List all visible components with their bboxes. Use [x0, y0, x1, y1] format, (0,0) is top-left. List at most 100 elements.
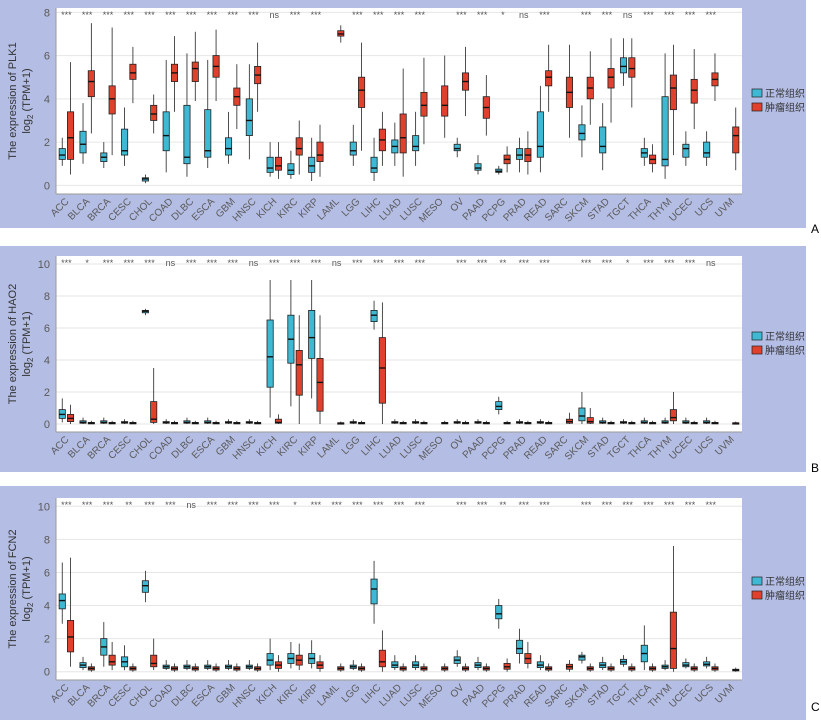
box-normal: [183, 660, 191, 671]
box-tumor: [191, 420, 199, 425]
box-normal: [183, 417, 191, 424]
box-body: [266, 156, 274, 173]
box-tumor: [358, 42, 366, 151]
box-body: [129, 63, 137, 80]
y-axis-unit: (TPM+1): [21, 556, 33, 602]
box-tumor: [274, 414, 282, 424]
box-tumor: [441, 663, 449, 672]
significance-label: *: [293, 500, 297, 510]
y-axis-log-base: 2: [26, 602, 35, 607]
box-normal: [474, 419, 482, 424]
box-tumor: [399, 663, 407, 672]
box-body: [578, 124, 586, 141]
box-normal: [370, 137, 378, 182]
box-body: [578, 654, 586, 661]
y-axis-subtitle: log2 (TPM+1): [21, 556, 35, 621]
box-body: [274, 418, 282, 424]
box-tumor: [233, 420, 241, 425]
box-body: [150, 401, 158, 423]
significance-label: *: [85, 258, 89, 268]
panel-c: 0 2 4 6 8 10 The expression of FCN2 log2 (TPM+1…: [0, 486, 820, 720]
box-body: [58, 148, 66, 160]
box-tumor: [607, 420, 615, 425]
box-normal: [536, 655, 544, 671]
significance-label: ***: [290, 258, 301, 268]
box-body: [536, 111, 544, 158]
y-axis-unit: (TPM+1): [21, 68, 33, 114]
box-normal: [245, 419, 253, 424]
box-body: [516, 148, 524, 160]
box-normal: [370, 560, 378, 624]
y-axis-log: log: [21, 607, 33, 622]
box-body: [266, 319, 274, 388]
box-normal: [225, 111, 233, 164]
box-body: [308, 310, 316, 359]
significance-label: ***: [103, 258, 114, 268]
box-tumor: [274, 655, 282, 672]
y-tick-label: 0: [44, 180, 50, 192]
significance-label: ***: [227, 10, 238, 20]
box-body: [266, 653, 274, 666]
box-body: [204, 109, 212, 158]
box-tumor: [274, 142, 282, 179]
box-normal: [349, 124, 357, 166]
box-body: [703, 141, 711, 158]
significance-label: *: [626, 258, 630, 268]
significance-label: ***: [82, 10, 93, 20]
significance-label: ***: [165, 10, 176, 20]
box-tumor: [607, 663, 615, 672]
y-tick-label: 6: [44, 567, 50, 579]
box-body: [586, 417, 594, 424]
y-tick-label: 0: [44, 419, 50, 431]
significance-label: ***: [415, 10, 426, 20]
significance-label: ***: [518, 500, 529, 510]
box-tumor: [316, 315, 324, 424]
significance-label: ***: [581, 500, 592, 510]
box-tumor: [337, 25, 345, 43]
y-tick-label: 2: [44, 634, 50, 646]
box-normal: [682, 658, 690, 669]
box-body: [295, 137, 303, 156]
box-tumor: [212, 663, 220, 672]
box-normal: [516, 419, 524, 424]
y-tick-label: 10: [38, 259, 50, 271]
box-tumor: [67, 404, 75, 424]
box-normal: [245, 64, 253, 160]
significance-label: ***: [144, 10, 155, 20]
box-tumor: [711, 53, 719, 101]
box-normal: [661, 53, 669, 179]
box-tumor: [732, 421, 740, 425]
box-tumor: [399, 420, 407, 425]
box-normal: [204, 660, 212, 671]
box-body: [183, 104, 191, 165]
significance-label: ***: [415, 500, 426, 510]
box-body: [141, 580, 149, 593]
y-axis-title: The expression of HAO2: [7, 284, 19, 404]
box-normal: [349, 660, 357, 671]
panel-letter-c: C: [811, 700, 820, 714]
significance-label: ns: [706, 258, 716, 268]
box-normal: [266, 638, 274, 671]
box-body: [412, 135, 420, 152]
y-tick-label: 2: [44, 387, 50, 399]
box-normal: [619, 655, 628, 667]
box-normal: [100, 417, 108, 424]
significance-label: ***: [602, 258, 613, 268]
legend-label-normal: 正常组织: [765, 330, 805, 343]
significance-label: ***: [373, 258, 384, 268]
box-normal: [287, 280, 295, 407]
box-body: [495, 605, 503, 620]
box-tumor: [254, 663, 262, 672]
y-axis-title: The expression of FCN2: [7, 529, 19, 648]
box-tumor: [108, 641, 116, 671]
box-tumor: [378, 630, 386, 672]
significance-label: ***: [477, 258, 488, 268]
box-body: [669, 74, 677, 111]
box-tumor: [441, 55, 449, 138]
box-body: [378, 337, 386, 404]
box-body: [661, 96, 669, 167]
y-axis-title: The expression of PLK1: [7, 42, 19, 159]
box-body: [370, 156, 378, 173]
significance-label: ***: [207, 500, 218, 510]
